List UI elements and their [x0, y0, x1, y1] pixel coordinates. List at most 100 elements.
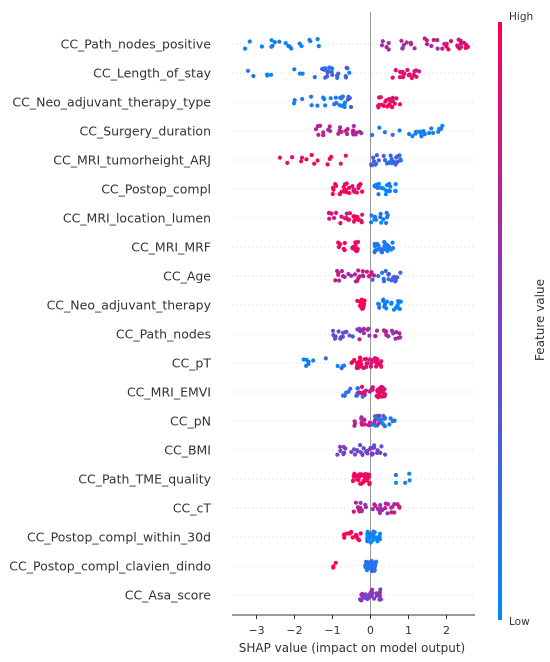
- shap-point: [372, 530, 377, 535]
- shap-point: [358, 481, 363, 486]
- shap-point: [373, 333, 378, 339]
- feature-row: CC_cT: [173, 501, 475, 516]
- shap-point: [393, 279, 398, 284]
- feature-label: CC_Postop_compl: [101, 182, 211, 197]
- shap-point: [340, 393, 346, 398]
- shap-point: [368, 364, 373, 369]
- shap-point: [386, 40, 391, 46]
- shap-point: [421, 129, 426, 134]
- shap-point: [341, 184, 346, 190]
- shap-point: [382, 244, 387, 249]
- shap-point: [377, 590, 382, 595]
- feature-rows: CC_Path_nodes_positive CC_Length_of_stay C…: [9, 37, 475, 603]
- shap-point: [350, 478, 356, 484]
- shap-point: [352, 452, 358, 457]
- shap-point: [245, 68, 251, 73]
- shap-point: [315, 158, 320, 163]
- shap-point: [331, 215, 337, 221]
- feature-row: CC_MRI_tumorheight_ARJ: [53, 153, 475, 168]
- shap-point: [359, 422, 365, 427]
- x-tick-label: −2: [286, 624, 302, 637]
- feature-label: CC_Length_of_stay: [93, 66, 211, 81]
- shap-point: [394, 155, 399, 160]
- shap-point: [361, 305, 366, 310]
- shap-point: [373, 503, 378, 508]
- shap-point: [321, 133, 326, 138]
- shap-point: [377, 125, 382, 130]
- shap-point: [427, 130, 432, 136]
- shap-point: [345, 131, 350, 137]
- shap-point: [383, 192, 388, 197]
- shap-point: [360, 269, 365, 274]
- shap-point: [379, 417, 384, 422]
- shap-point: [381, 186, 386, 191]
- feature-row: CC_MRI_location_lumen: [63, 211, 475, 226]
- shap-point: [368, 445, 373, 450]
- shap-point: [335, 452, 340, 457]
- shap-point: [414, 74, 419, 79]
- shap-point: [343, 74, 348, 79]
- shap-point: [337, 444, 343, 449]
- shap-point: [358, 443, 363, 448]
- shap-point: [385, 511, 390, 516]
- shap-point: [368, 592, 373, 597]
- shap-point: [358, 299, 363, 304]
- shap-point: [375, 241, 380, 247]
- shap-point: [333, 560, 338, 565]
- shap-point: [424, 42, 430, 47]
- shap-point: [367, 389, 372, 394]
- shap-point: [390, 240, 395, 245]
- shap-point: [393, 480, 399, 485]
- shap-point: [370, 132, 375, 138]
- shap-point: [375, 448, 380, 453]
- shap-point: [373, 214, 378, 219]
- shap-point: [358, 500, 363, 505]
- shap-point: [448, 39, 454, 44]
- shap-point: [391, 331, 396, 336]
- shap-point: [393, 336, 398, 341]
- shap-point: [379, 43, 385, 48]
- shap-point: [369, 220, 374, 225]
- shap-point: [333, 334, 338, 339]
- shap-point: [399, 38, 404, 43]
- shap-point: [329, 154, 334, 159]
- shap-point: [311, 358, 316, 363]
- shap-point: [345, 127, 350, 132]
- feature-label: CC_Path_nodes: [116, 327, 211, 342]
- shap-point: [315, 37, 320, 42]
- shap-point: [358, 329, 363, 334]
- shap-point: [350, 245, 355, 251]
- shap-point: [322, 96, 327, 102]
- shap-point: [386, 188, 391, 194]
- shap-point: [346, 271, 351, 277]
- colorbar: High Low Feature value: [498, 11, 547, 628]
- shap-point: [381, 297, 386, 302]
- shap-point: [342, 274, 347, 279]
- shap-point: [435, 38, 440, 43]
- shap-point: [379, 220, 384, 225]
- shap-point: [361, 274, 366, 279]
- shap-point: [364, 269, 369, 274]
- shap-point: [364, 559, 369, 565]
- shap-point: [398, 335, 403, 340]
- feature-row: CC_Postop_compl_clavien_dindo: [9, 559, 475, 574]
- shap-point: [300, 96, 305, 102]
- shap-point: [357, 355, 363, 360]
- shap-point: [380, 507, 385, 512]
- feature-label: CC_MRI_location_lumen: [63, 211, 211, 226]
- shap-point: [378, 587, 383, 592]
- shap-point: [398, 270, 403, 275]
- shap-point: [361, 331, 366, 336]
- shap-point: [356, 362, 361, 367]
- shap-point: [350, 334, 355, 339]
- shap-point: [371, 155, 376, 160]
- shap-point: [362, 298, 367, 303]
- shap-point: [383, 452, 388, 457]
- shap-point: [403, 480, 408, 485]
- shap-point: [362, 595, 367, 600]
- shap-point: [309, 94, 314, 99]
- shap-point: [353, 279, 358, 284]
- feature-row: CC_Asa_score: [125, 588, 475, 603]
- colorbar-low-label: Low: [509, 616, 530, 628]
- shap-point: [365, 451, 370, 456]
